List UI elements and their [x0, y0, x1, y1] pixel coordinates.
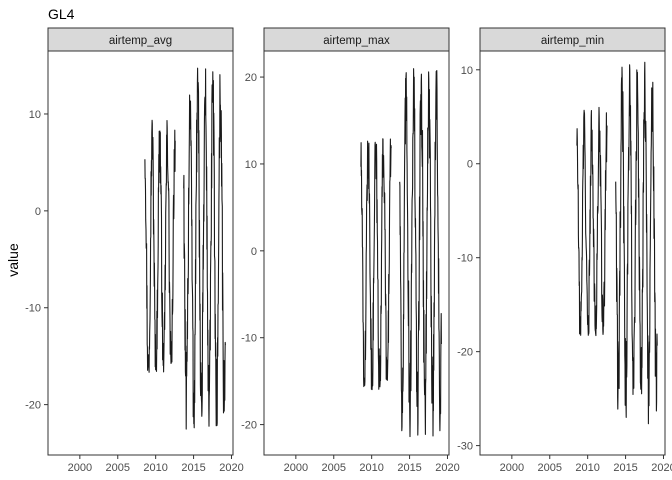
x-tick-label: 2010 — [359, 462, 383, 474]
y-axis-title: value — [5, 243, 21, 277]
y-tick-label: 10 — [29, 109, 41, 121]
series-line-airtemp_avg — [144, 119, 176, 373]
y-tick-label: -10 — [25, 303, 41, 315]
y-tick-label: 10 — [245, 159, 257, 171]
x-tick-label: 2015 — [397, 462, 421, 474]
y-tick-label: 0 — [251, 246, 257, 258]
x-tick-label: 2005 — [538, 462, 562, 474]
x-tick-label: 2010 — [143, 462, 167, 474]
panel-airtemp_min: airtemp_min -30 -20 -10 0 10 2000 2005 2010 2015 2… — [457, 27, 672, 474]
x-tick-label: 2020 — [435, 462, 459, 474]
x-tick-label: 2020 — [651, 462, 672, 474]
x-tick-label: 2015 — [181, 462, 205, 474]
y-tick-label: -10 — [457, 253, 473, 265]
y-tick-label: -30 — [457, 441, 473, 453]
series-line-airtemp_avg — [183, 67, 226, 430]
y-tick-label: -20 — [457, 347, 473, 359]
y-tick-label: 20 — [245, 72, 257, 84]
x-tick-label: 2010 — [575, 462, 599, 474]
y-tick-label: -20 — [241, 420, 257, 432]
y-tick-label: -10 — [241, 333, 257, 345]
plot-title: GL4 — [48, 6, 75, 22]
x-tick-label: 2005 — [106, 462, 130, 474]
x-tick-label: 2000 — [500, 462, 524, 474]
y-tick-label: 0 — [35, 206, 41, 218]
x-tick-label: 2015 — [613, 462, 637, 474]
x-tick-label: 2000 — [68, 462, 92, 474]
y-tick-label: 10 — [461, 65, 473, 77]
panel-airtemp_max: airtemp_max -20 -10 0 10 20 2000 2005 2010 2015 20… — [241, 27, 460, 474]
series-line-airtemp_max — [399, 68, 442, 438]
y-tick-label: -20 — [25, 400, 41, 412]
series-line-airtemp_max — [360, 138, 392, 391]
x-tick-label: 2005 — [322, 462, 346, 474]
y-tick-label: 0 — [467, 159, 473, 171]
facet-strip-label: airtemp_min — [541, 35, 604, 47]
panel-airtemp_avg: airtemp_avg -20 -10 0 10 2000 2005 2010 2015 2020 — [25, 27, 244, 474]
x-tick-label: 2000 — [284, 462, 308, 474]
facet-strip-label: airtemp_avg — [109, 35, 172, 47]
series-line-airtemp_min — [615, 61, 658, 425]
x-tick-label: 2020 — [219, 462, 243, 474]
series-line-airtemp_min — [576, 106, 608, 337]
facet-strip-label: airtemp_max — [323, 35, 390, 47]
